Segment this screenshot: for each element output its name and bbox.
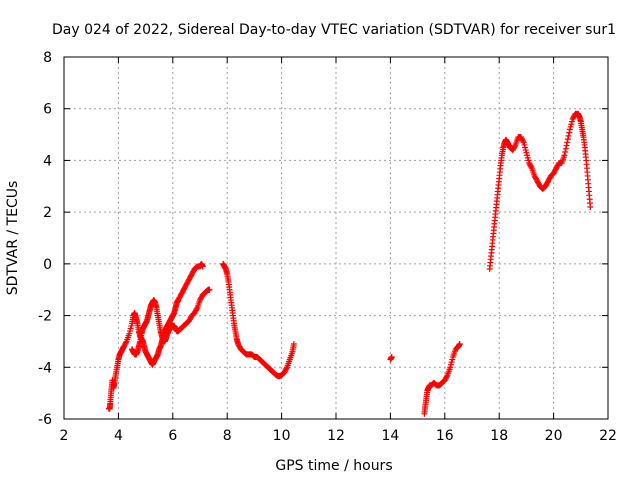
x-tick-label: 2 [60, 428, 69, 444]
x-tick-label: 20 [545, 428, 563, 444]
x-tick-label: 8 [223, 428, 232, 444]
y-axis-ticks: -6 -4 -2 0 2 4 6 8 [38, 50, 608, 428]
data-point [456, 341, 463, 348]
data-point [565, 132, 572, 139]
x-tick-label: 4 [114, 428, 123, 444]
data-point [528, 163, 535, 170]
data-point [122, 339, 129, 346]
x-tick-label: 6 [168, 428, 177, 444]
x-tick-label: 22 [599, 428, 617, 444]
data-point [564, 139, 571, 146]
y-tick-label: 6 [43, 102, 52, 118]
chart-title: Day 024 of 2022, Sidereal Day-to-day VTE… [52, 22, 616, 38]
data-point [290, 341, 297, 348]
data-points [105, 110, 594, 417]
x-tick-label: 10 [273, 428, 291, 444]
grid [64, 57, 608, 419]
y-tick-label: -6 [38, 412, 52, 428]
data-point [520, 138, 526, 145]
data-point [566, 129, 573, 136]
x-axis-label: GPS time / hours [275, 458, 392, 474]
data-point [206, 286, 213, 293]
x-tick-label: 18 [490, 428, 508, 444]
data-point [283, 365, 290, 372]
x-tick-label: 14 [381, 428, 399, 444]
data-point [511, 143, 518, 150]
y-tick-label: 0 [43, 257, 52, 273]
data-point [587, 203, 594, 210]
data-point [564, 136, 571, 143]
data-point [562, 145, 569, 152]
y-tick-label: 2 [43, 205, 52, 221]
x-tick-label: 12 [327, 428, 345, 444]
y-tick-label: -2 [38, 309, 52, 325]
data-point [388, 353, 395, 360]
y-axis-label: SDTVAR / TECUs [5, 181, 21, 296]
data-point [443, 373, 450, 380]
data-point [562, 149, 569, 156]
y-tick-label: -4 [38, 360, 52, 376]
data-point [193, 306, 200, 313]
y-tick-label: 4 [43, 153, 52, 169]
plot-frame [63, 56, 609, 420]
y-tick-label: 8 [43, 50, 52, 66]
x-tick-label: 16 [436, 428, 454, 444]
data-point [199, 263, 206, 270]
x-axis-ticks: 2 4 6 8 10 12 14 16 18 20 22 [60, 57, 617, 444]
data-point [563, 142, 570, 149]
data-point [561, 152, 568, 159]
